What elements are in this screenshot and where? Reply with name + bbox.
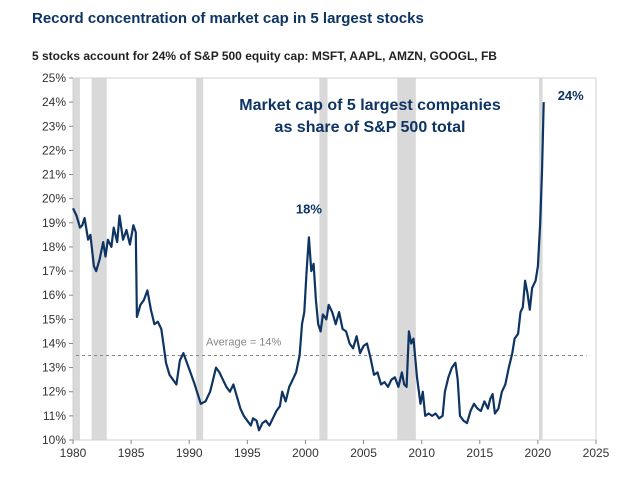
- y-tick-label: 16%: [42, 288, 66, 302]
- y-tick-label: 11%: [43, 409, 66, 423]
- x-tick-label: 1990: [176, 446, 203, 460]
- x-tick-label: 2025: [583, 446, 610, 460]
- y-tick-label: 24%: [42, 95, 66, 109]
- x-tick-label: 2015: [466, 446, 493, 460]
- series-label-line2: as share of S&P 500 total: [275, 119, 466, 136]
- series-line: [72, 102, 545, 432]
- peak-annotation: 18%: [296, 201, 322, 216]
- y-tick-label: 18%: [42, 240, 66, 254]
- x-tick-label: 2000: [292, 446, 319, 460]
- x-tick-label: 1995: [234, 446, 261, 460]
- y-tick-label: 22%: [42, 143, 66, 157]
- y-tick-label: 21%: [42, 168, 66, 182]
- x-tick-label: 2005: [350, 446, 377, 460]
- series-label-line1: Market cap of 5 largest companies: [239, 97, 501, 114]
- y-tick-label: 13%: [42, 361, 66, 375]
- recession-band: [319, 78, 328, 440]
- chart-title: Record concentration of market cap in 5 …: [32, 10, 424, 27]
- y-tick-label: 20%: [42, 192, 66, 206]
- peak-annotation: 24%: [558, 88, 584, 103]
- x-tick-label: 1980: [60, 446, 87, 460]
- y-tick-label: 23%: [42, 119, 66, 133]
- x-tick-label: 2020: [525, 446, 552, 460]
- y-tick-label: 15%: [42, 312, 66, 326]
- recession-band: [397, 78, 416, 440]
- x-tick-label: 2010: [408, 446, 435, 460]
- x-tick-label: 1985: [118, 446, 145, 460]
- y-tick-label: 12%: [42, 385, 66, 399]
- average-label: Average = 14%: [206, 337, 282, 349]
- plot-border: [72, 77, 597, 441]
- y-tick-label: 17%: [42, 264, 66, 278]
- y-tick-label: 10%: [42, 433, 66, 447]
- recession-band: [196, 78, 204, 440]
- y-tick-label: 14%: [42, 336, 66, 350]
- recession-band: [73, 78, 80, 440]
- chart-subtitle: 5 stocks account for 24% of S&P 500 equi…: [32, 49, 497, 63]
- y-tick-label: 25%: [42, 71, 66, 85]
- recession-band: [539, 78, 543, 440]
- y-tick-label: 19%: [42, 216, 66, 230]
